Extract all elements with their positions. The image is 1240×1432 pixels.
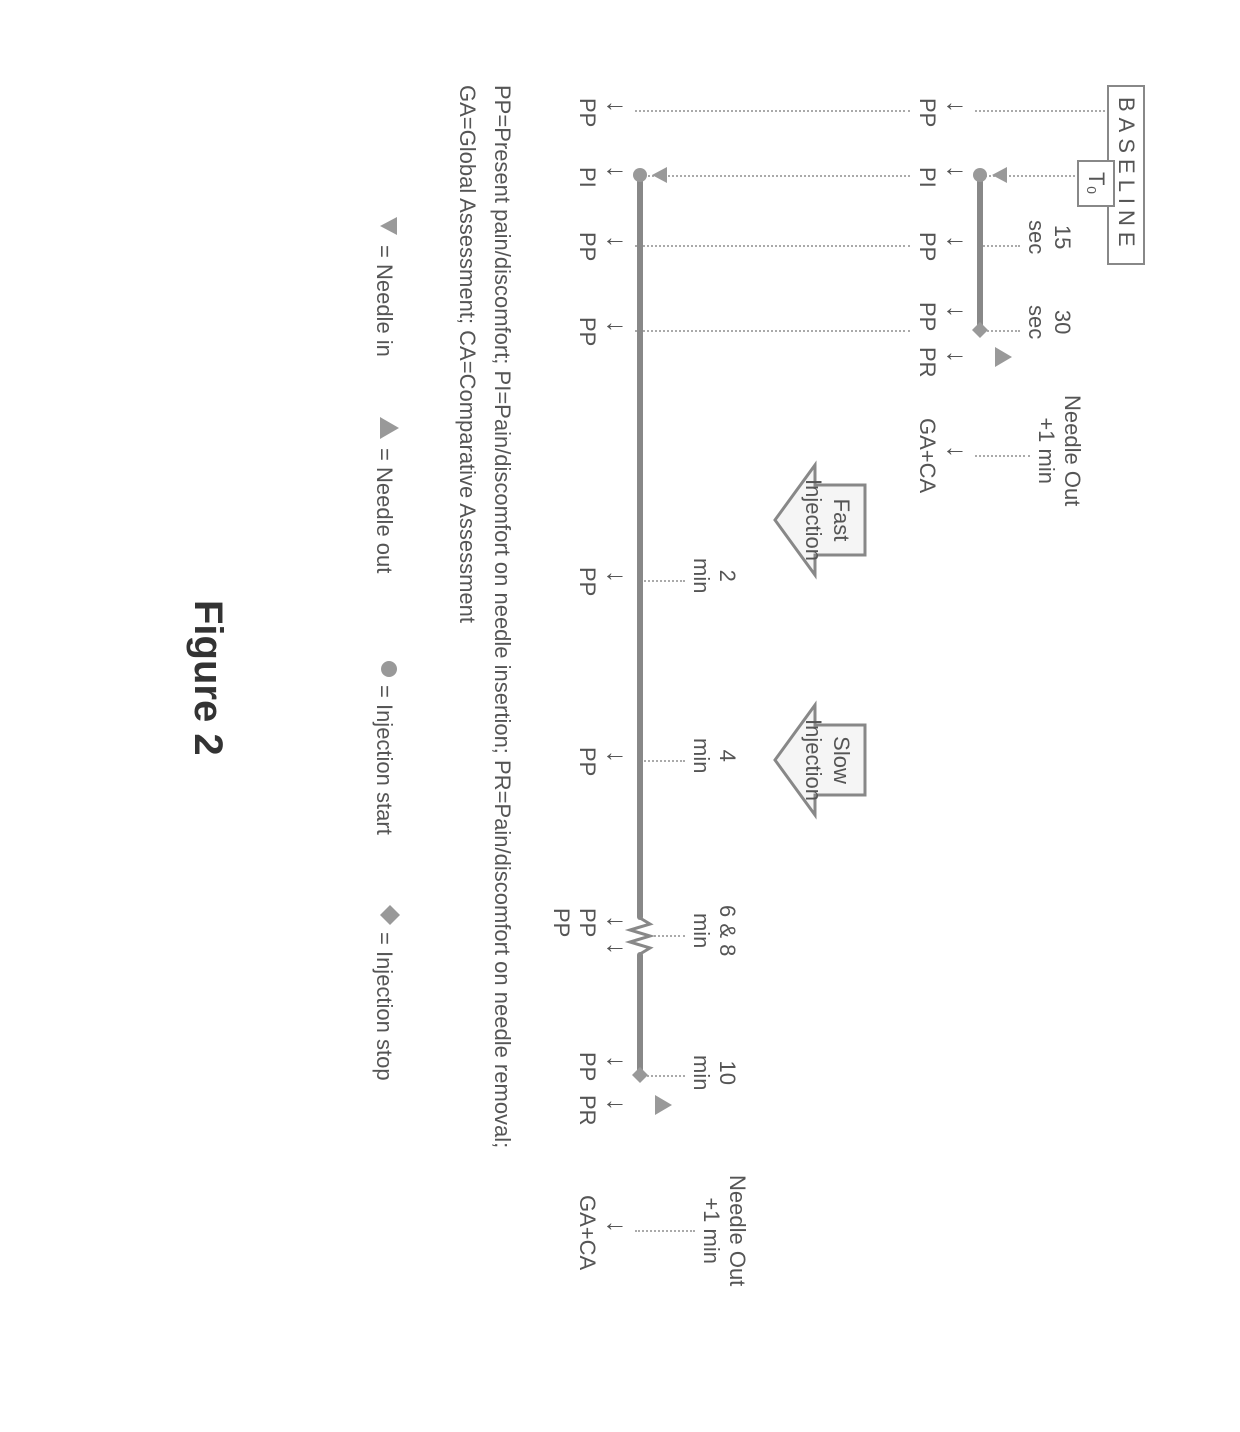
measure-gaca: GA+CA [574,1195,600,1270]
slow-timeline-1 [637,175,643,920]
slow-timeline-2 [637,952,643,1075]
measure-pr: PR [574,1095,600,1126]
arrow-icon: ↓ [944,350,970,363]
arrow-icon: ↓ [604,320,630,333]
arrow-icon: ↓ [604,165,630,178]
arrow-icon: ↓ [944,445,970,458]
dotted-15-fast [980,245,1020,247]
measure-pp: PP [574,317,600,346]
measure-pp: PP [574,747,600,776]
legend-inj-stop: = Injection stop [367,932,402,1081]
arrow-icon: ↓ [604,915,630,928]
inj-start-marker-slow [632,167,648,183]
inj-start-icon [380,660,398,678]
measure-pr: PR [914,347,940,378]
slow-injection-text: Slow Injection [800,710,855,810]
dotted-baseline-fast [975,110,1105,112]
arrow-icon: ↓ [604,235,630,248]
needle-out-fast-label: Needle Out +1 min [1032,395,1085,506]
measure-pp: PP [914,98,940,127]
arrow-icon: ↓ [944,235,970,248]
dotted-6-8min [650,935,685,937]
legend-line1: PP=Present pain/discomfort; PI=Pain/disc… [485,85,520,1365]
arrow-icon: ↓ [604,942,630,955]
study-timeline-diagram: BASELINE T₀ 15 sec 30 sec Needle Out +1 … [0,0,1240,1432]
dotted-15-slow [635,245,910,247]
arrow-icon: ↓ [604,100,630,113]
legend-inj-start: = Injection start [367,685,402,835]
arrow-icon: ↓ [604,750,630,763]
needle-in-icon [378,215,400,237]
time-2min: 2 min [687,558,740,593]
dotted-nout-slow [635,1230,695,1232]
measure-pp: PP [914,302,940,331]
t0-box: T₀ [1077,160,1115,207]
legend-needle-out: = Needle out [367,448,402,573]
dotted-30-slow [635,330,910,332]
fast-injection-text: Fast Injection [800,470,855,570]
measure-gaca: GA+CA [914,418,940,493]
measure-pp: PP [574,232,600,261]
measure-pi: PI [914,167,940,188]
needle-out-marker-slow [651,1093,675,1117]
measure-pp-pp: PP PP [548,908,600,937]
legend-needle-in: = Needle in [367,245,402,357]
dotted-4min [640,760,685,762]
arrow-icon: ↓ [604,570,630,583]
time-15sec-fast: 15 sec [1022,220,1075,254]
time-6-8min: 6 & 8 min [687,905,740,956]
measure-pi: PI [574,167,600,188]
dotted-baseline-slow [635,110,910,112]
needle-in-marker-fast [990,165,1010,185]
needle-out-icon [376,415,402,441]
dotted-t0-slow [648,175,910,177]
arrow-icon: ↓ [604,1098,630,1111]
inj-stop-marker-slow [632,1067,648,1083]
arrow-icon: ↓ [604,1055,630,1068]
dotted-10min [647,1075,685,1077]
legend-line2: GA=Global Assessment; CA=Comparative Ass… [450,85,485,623]
figure-label: Figure 2 [185,600,230,756]
needle-out-marker-fast [991,345,1015,369]
arrow-icon: ↓ [944,305,970,318]
measure-pp: PP [574,1052,600,1081]
measure-pp: PP [574,98,600,127]
arrow-icon: ↓ [944,165,970,178]
time-30sec-fast: 30 sec [1022,305,1075,339]
measure-pp: PP [574,567,600,596]
inj-start-marker-fast [972,167,988,183]
inj-stop-icon [380,905,400,925]
inj-stop-marker-fast [972,322,988,338]
dotted-2min [640,580,685,582]
fast-timeline [977,175,983,330]
time-4min: 4 min [687,738,740,773]
time-10min: 10 min [687,1055,740,1090]
arrow-icon: ↓ [604,1220,630,1233]
dotted-nout-fast [975,455,1030,457]
arrow-icon: ↓ [944,100,970,113]
measure-pp: PP [914,232,940,261]
needle-in-marker-slow [650,165,670,185]
needle-out-slow-label: Needle Out +1 min [697,1175,750,1286]
